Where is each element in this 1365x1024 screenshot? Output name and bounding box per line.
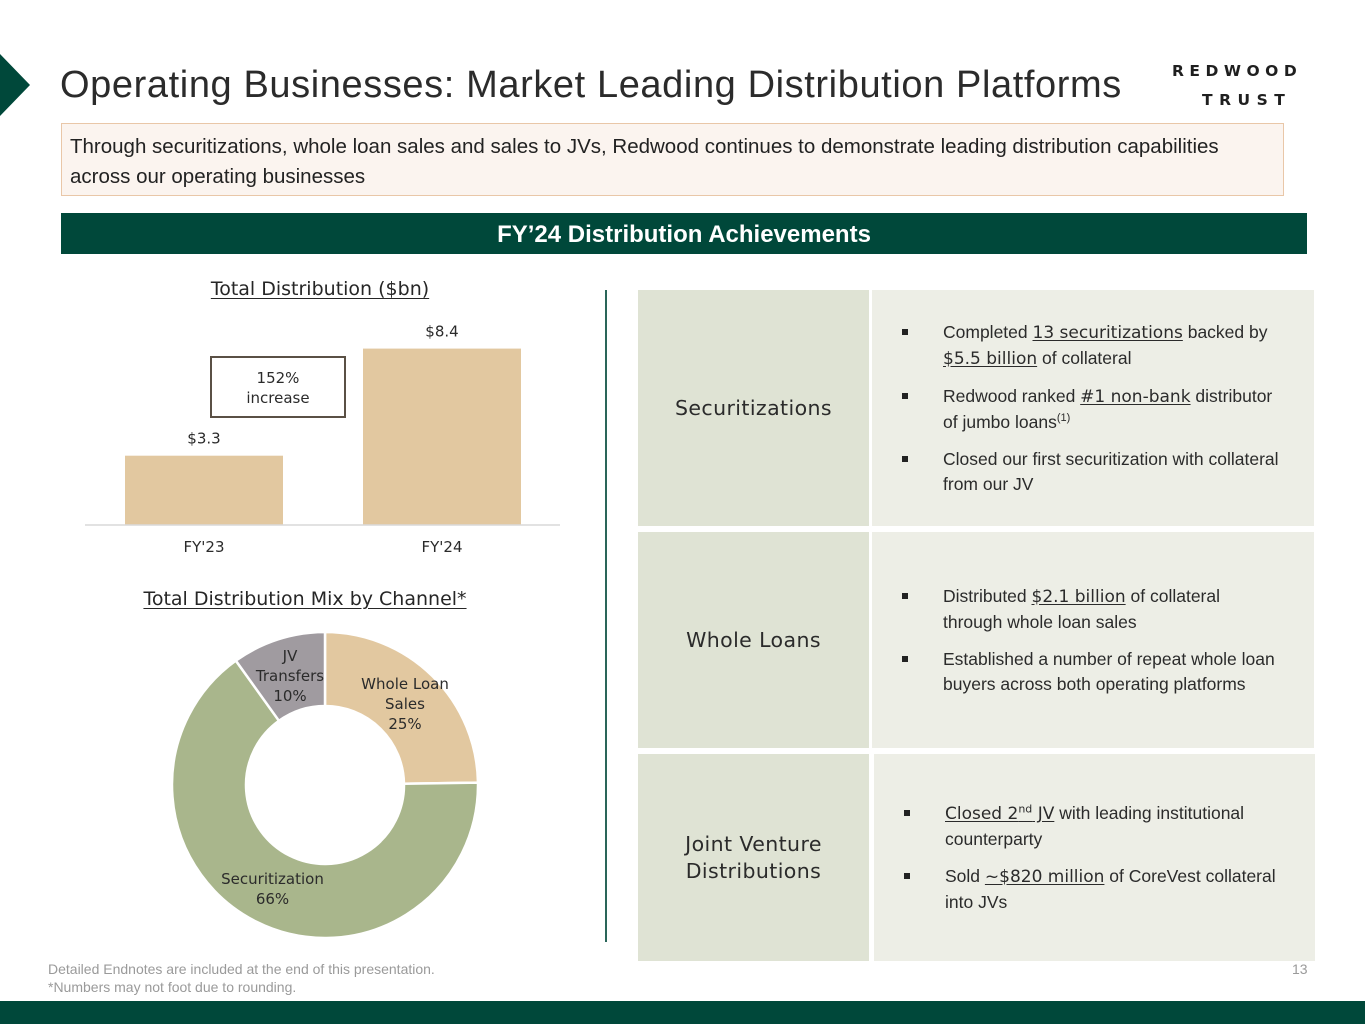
bar-data-label: $8.4: [425, 323, 458, 341]
x-tick-label: FY'23: [183, 538, 224, 556]
text: of collateral through whole loan sales: [943, 585, 1220, 632]
text: with leading institutional counterparty: [945, 802, 1245, 849]
row-label-securitizations: Securitizations: [638, 290, 869, 526]
callout-line-1: 152%: [256, 369, 300, 387]
donut-label-value: 25%: [388, 715, 422, 733]
donut-label-securitization: Securitization 66%: [200, 869, 345, 909]
page-number: 13: [1292, 961, 1308, 977]
section-banner: FY’24 Distribution Achievements: [61, 213, 1307, 254]
bar-FY'23: [125, 455, 283, 525]
bullet-item: Redwood ranked #1 non-bank distributor o…: [900, 384, 1284, 435]
text: Sold: [945, 865, 985, 886]
donut-label-name: Whole Loan: [361, 675, 449, 693]
row-label-line: Distributions: [685, 858, 822, 883]
endnote-ref: (1): [1056, 411, 1071, 424]
text: JV: [1032, 803, 1055, 824]
bar-data-label: $3.3: [187, 430, 220, 448]
endnote-text: Detailed Endnotes are included at the en…: [48, 961, 435, 977]
bullet-item: Closed 2nd JV with leading institutional…: [902, 801, 1285, 852]
distribution-mix-donut-chart: [170, 630, 480, 940]
rounding-note: *Numbers may not foot due to rounding.: [48, 979, 297, 995]
total-distribution-bar-chart: $3.3 FY'23 $8.4 FY'24: [85, 323, 560, 556]
highlight-text: $2.1 billion: [1031, 586, 1126, 607]
text: of collateral: [1037, 347, 1132, 368]
intro-text-box: Through securitizations, whole loan sale…: [61, 123, 1284, 196]
redwood-trust-logo: REDWOOD TRUST: [1172, 62, 1320, 109]
donut-slice-2: [234, 630, 327, 723]
bar-FY'24: [363, 348, 521, 525]
bullet-item: Sold ~$820 million of CoreVest collatera…: [902, 864, 1285, 915]
donut-label-name: JV: [282, 647, 298, 665]
donut-label-whole-loan: Whole Loan Sales 25%: [335, 674, 475, 734]
row-label-line: Joint Venture: [685, 831, 822, 856]
donut-label-value: 66%: [255, 890, 290, 908]
bullet-item: Distributed $2.1 billion of collateral t…: [900, 584, 1284, 635]
x-tick-label: FY'24: [421, 538, 462, 556]
increase-callout: 152% increase: [210, 356, 346, 418]
footnotes: Detailed Endnotes are included at the en…: [48, 960, 435, 996]
highlight-text: 13 securitizations: [1032, 322, 1183, 343]
highlight-text: ~$820 million: [984, 866, 1105, 887]
page-title: Operating Businesses: Market Leading Dis…: [60, 64, 1122, 106]
text: Completed: [943, 321, 1033, 342]
text: backed by: [1182, 321, 1268, 342]
bullet-item: Completed 13 securitizations backed by $…: [900, 320, 1284, 372]
ordinal-suffix: nd: [1018, 801, 1033, 815]
bar-chart-title: Total Distribution ($bn): [210, 278, 430, 300]
row-content-securitizations: Completed 13 securitizations backed by $…: [872, 290, 1314, 526]
highlight-text: #1 non-bank: [1080, 386, 1191, 407]
footer-bar: [0, 1001, 1365, 1024]
donut-slice-1: [170, 658, 480, 940]
row-label-jv-distributions: Joint Venture Distributions: [638, 754, 869, 961]
text: Redwood ranked: [943, 385, 1081, 406]
logo-line-1: REDWOOD: [1172, 62, 1303, 80]
vertical-divider: [605, 290, 607, 942]
bullet-item: Established a number of repeat whole loa…: [900, 647, 1284, 697]
donut-label-value: 10%: [273, 687, 307, 705]
donut-chart-title: Total Distribution Mix by Channel*: [143, 588, 467, 610]
donut-label-name: Sales: [385, 695, 425, 713]
row-label-whole-loans: Whole Loans: [638, 532, 869, 748]
row-content-jv-distributions: Closed 2nd JV with leading institutional…: [874, 754, 1315, 961]
text: Distributed: [943, 585, 1032, 606]
title-arrow-icon: [0, 54, 30, 116]
donut-slice-0: [323, 630, 480, 786]
donut-label-name: Securitization: [221, 870, 324, 888]
callout-line-2: increase: [246, 389, 310, 407]
row-content-whole-loans: Distributed $2.1 billion of collateral t…: [872, 532, 1314, 748]
highlight-text: $5.5 billion: [943, 348, 1038, 369]
donut-label-name: Transfers: [255, 667, 325, 685]
logo-line-2: TRUST: [1202, 91, 1292, 109]
donut-label-jv: JV Transfers 10%: [240, 646, 340, 706]
highlight-text: Closed 2nd JV: [945, 801, 1055, 824]
text: distributor of jumbo loans: [943, 385, 1273, 432]
bullet-item: Closed our first securitization with col…: [900, 447, 1284, 497]
text: Closed 2: [945, 803, 1019, 824]
text: of CoreVest collateral into JVs: [945, 865, 1276, 912]
